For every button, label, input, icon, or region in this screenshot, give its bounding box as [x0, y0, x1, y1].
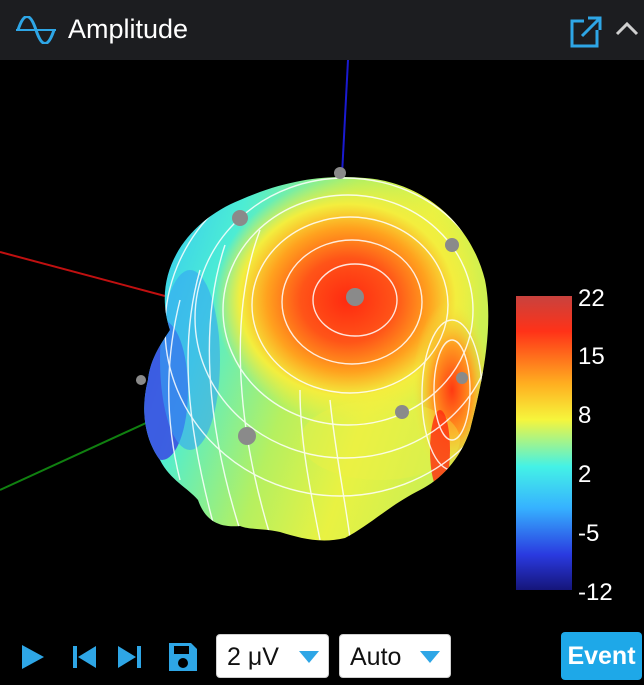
colorbar-label: -12 — [578, 579, 613, 606]
colorbar-label: 2 — [578, 461, 592, 488]
panel-title: Amplitude — [68, 14, 189, 44]
play-icon[interactable] — [20, 643, 46, 671]
axis-z-line — [341, 60, 349, 176]
event-button[interactable]: Event — [561, 632, 642, 680]
axis-y-line — [0, 411, 171, 491]
chevron-up-icon[interactable] — [612, 14, 642, 44]
electrode[interactable] — [456, 372, 468, 384]
save-icon[interactable] — [168, 640, 198, 672]
electrode[interactable] — [136, 375, 146, 385]
colorbar-label: -5 — [578, 520, 600, 547]
head-surface — [144, 177, 489, 541]
electrode-markers — [136, 167, 468, 445]
mode-select-value: Auto — [350, 643, 402, 671]
scale-select-value: 2 μV — [227, 643, 279, 671]
electrode[interactable] — [232, 210, 248, 226]
axis-x-line — [0, 251, 166, 297]
electrode[interactable] — [445, 238, 459, 252]
skip-next-icon[interactable] — [116, 643, 142, 671]
waveform-icon — [16, 16, 56, 44]
head-topomap-viewport[interactable] — [0, 60, 644, 630]
colorbar-label: 22 — [578, 285, 605, 312]
colorbar-label: 8 — [578, 402, 592, 429]
chevron-down-icon — [299, 651, 319, 663]
electrode[interactable] — [395, 405, 409, 419]
colorbar-label: 15 — [578, 343, 605, 370]
electrode[interactable] — [334, 167, 346, 179]
electrode[interactable] — [238, 427, 256, 445]
skip-previous-icon[interactable] — [72, 643, 98, 671]
electrode[interactable] — [346, 288, 364, 306]
external-link-icon[interactable] — [570, 16, 602, 48]
chevron-down-icon — [420, 651, 440, 663]
mode-select[interactable]: Auto — [339, 634, 451, 678]
colorbar — [516, 296, 572, 590]
scale-select[interactable]: 2 μV — [216, 634, 329, 678]
panel-header: Amplitude — [0, 0, 644, 60]
